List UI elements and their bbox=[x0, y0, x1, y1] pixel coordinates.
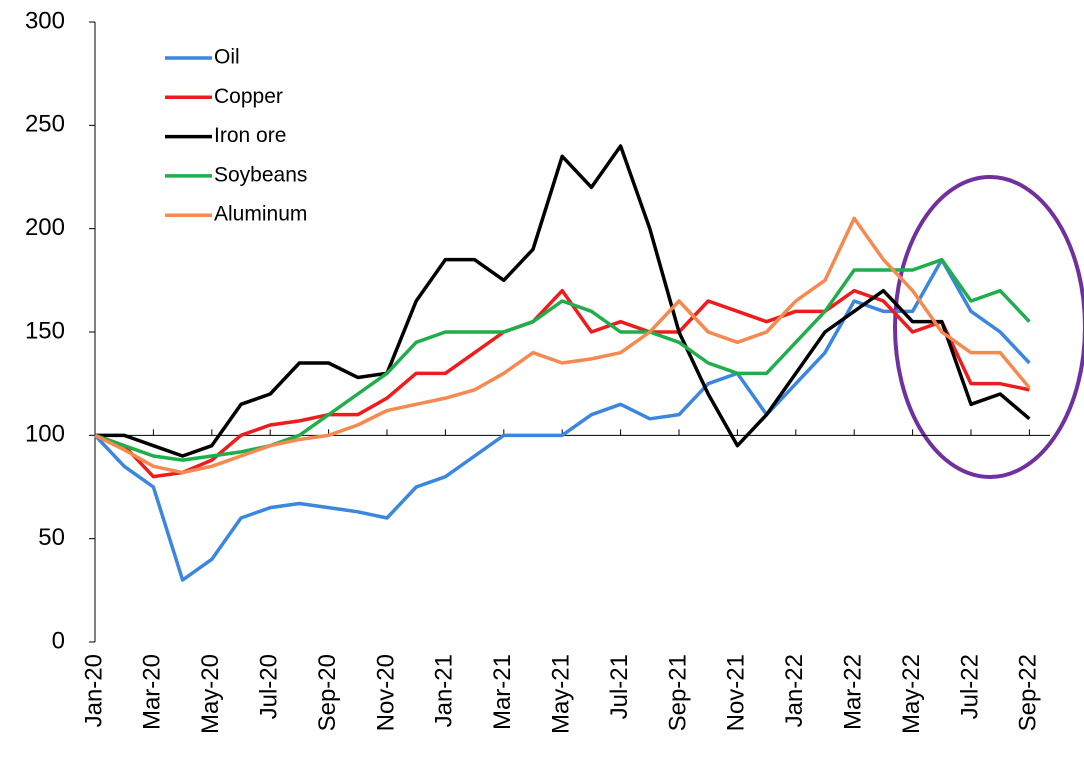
series-line bbox=[94, 288, 1030, 479]
x-tick-label: Nov-21 bbox=[723, 654, 750, 731]
x-tick-label: May-21 bbox=[548, 654, 575, 734]
x-tick-label: Nov-20 bbox=[372, 654, 399, 731]
y-tick-label: 200 bbox=[25, 214, 65, 241]
legend-label: Aluminum bbox=[214, 203, 307, 226]
x-tick-label: Jan-20 bbox=[80, 654, 107, 727]
series-line bbox=[95, 144, 1031, 458]
x-tick-label: Jul-20 bbox=[256, 654, 283, 719]
highlight-ellipse bbox=[893, 175, 1084, 479]
y-tick-label: 100 bbox=[25, 421, 65, 448]
y-tick-label: 0 bbox=[52, 627, 65, 654]
x-tick-label: May-20 bbox=[197, 654, 224, 734]
x-tick-label: Jul-21 bbox=[606, 654, 633, 719]
x-tick-label: Jan-22 bbox=[781, 654, 808, 727]
y-tick-label: 300 bbox=[25, 7, 65, 34]
x-tick-label: May-22 bbox=[898, 654, 925, 734]
y-tick-label: 250 bbox=[25, 111, 65, 138]
x-tick-label: Sep-20 bbox=[314, 654, 341, 731]
x-tick-label: Sep-22 bbox=[1015, 654, 1042, 731]
y-tick-label: 50 bbox=[38, 524, 65, 551]
x-tick-label: Jul-22 bbox=[956, 654, 983, 719]
x-tick-label: Mar-22 bbox=[840, 654, 867, 730]
x-tick-label: Mar-21 bbox=[489, 654, 516, 730]
legend-label: Iron ore bbox=[214, 124, 286, 147]
legend-label: Oil bbox=[214, 46, 240, 69]
series-line bbox=[93, 257, 1031, 582]
y-tick-label: 150 bbox=[25, 317, 65, 344]
legend-label: Soybeans bbox=[214, 163, 307, 186]
x-tick-label: Mar-20 bbox=[139, 654, 166, 730]
legend-label: Copper bbox=[214, 85, 283, 108]
x-tick-label: Jan-21 bbox=[431, 654, 458, 727]
series-line bbox=[94, 216, 1031, 475]
series-line bbox=[94, 257, 1031, 462]
x-tick-label: Sep-21 bbox=[664, 654, 691, 731]
